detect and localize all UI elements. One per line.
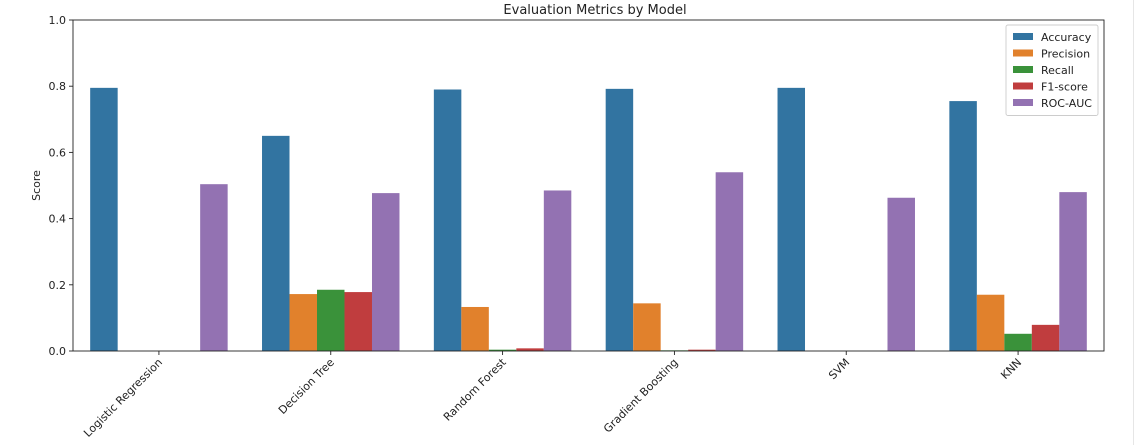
x-tick-label: KNN <box>998 356 1024 382</box>
legend-swatch-recall <box>1013 66 1033 73</box>
bar-precision-random-forest <box>461 306 489 351</box>
legend-label-accuracy: Accuracy <box>1041 31 1092 44</box>
legend-swatch-precision <box>1013 49 1033 57</box>
bar-precision-gradient-boosting <box>633 303 661 351</box>
bar-roc-auc-svm <box>887 197 915 351</box>
bar-f1-score-random-forest <box>516 348 544 351</box>
legend-swatch-f1-score <box>1013 82 1033 90</box>
bar-accuracy-knn <box>949 101 977 351</box>
legend-label-recall: Recall <box>1041 64 1074 77</box>
bar-f1-score-decision-tree <box>344 292 372 351</box>
bar-roc-auc-knn <box>1059 192 1087 351</box>
legend-box <box>1005 24 1099 116</box>
chart-title: Evaluation Metrics by Model <box>503 3 686 18</box>
x-tick-label: Gradient Boosting <box>601 356 681 436</box>
bar-roc-auc-decision-tree <box>371 193 400 351</box>
bars-layer <box>90 87 1087 351</box>
bar-recall-decision-tree <box>317 289 345 351</box>
legend-swatch-roc-auc <box>1013 99 1033 106</box>
bar-f1-score-knn <box>1031 324 1060 351</box>
legend-label-roc-auc: ROC-AUC <box>1041 97 1092 110</box>
plot-frame <box>72 19 1105 352</box>
bar-roc-auc-random-forest <box>543 190 572 351</box>
bar-precision-decision-tree <box>289 294 317 351</box>
bar-roc-auc-logistic-regression <box>200 184 228 351</box>
x-tick-label: Decision Tree <box>276 356 337 417</box>
bar-recall-knn <box>1004 333 1032 351</box>
y-tick-label: 0.4 <box>49 213 67 226</box>
bar-accuracy-decision-tree <box>262 135 290 351</box>
y-tick-label: 0.2 <box>49 279 67 292</box>
bar-accuracy-logistic-regression <box>90 87 118 351</box>
y-axis-label: Score <box>30 170 43 201</box>
bar-roc-auc-gradient-boosting <box>715 172 744 351</box>
x-tick-label: SVM <box>826 356 852 382</box>
legend: Accuracy Precision Recall F1-score ROC-AUC <box>1005 24 1099 116</box>
bar-precision-knn <box>976 294 1005 351</box>
x-tick-label: Logistic Regression <box>81 356 165 440</box>
y-tick-label: 0.0 <box>49 345 67 358</box>
y-tick-label: 1.0 <box>49 14 67 27</box>
y-tick-label: 0.6 <box>49 146 67 159</box>
bar-f1-score-gradient-boosting <box>688 349 716 351</box>
bar-recall-random-forest <box>488 349 517 351</box>
legend-swatch-accuracy <box>1013 33 1033 40</box>
window-edge <box>1133 0 1134 445</box>
legend-label-precision: Precision <box>1041 48 1090 61</box>
bar-accuracy-random-forest <box>433 89 462 351</box>
x-tick-label: Random Forest <box>441 355 509 423</box>
legend-label-f1-score: F1-score <box>1041 81 1088 94</box>
bar-accuracy-gradient-boosting <box>605 88 634 351</box>
y-tick-label: 0.8 <box>49 80 67 93</box>
bar-accuracy-svm <box>777 87 806 351</box>
